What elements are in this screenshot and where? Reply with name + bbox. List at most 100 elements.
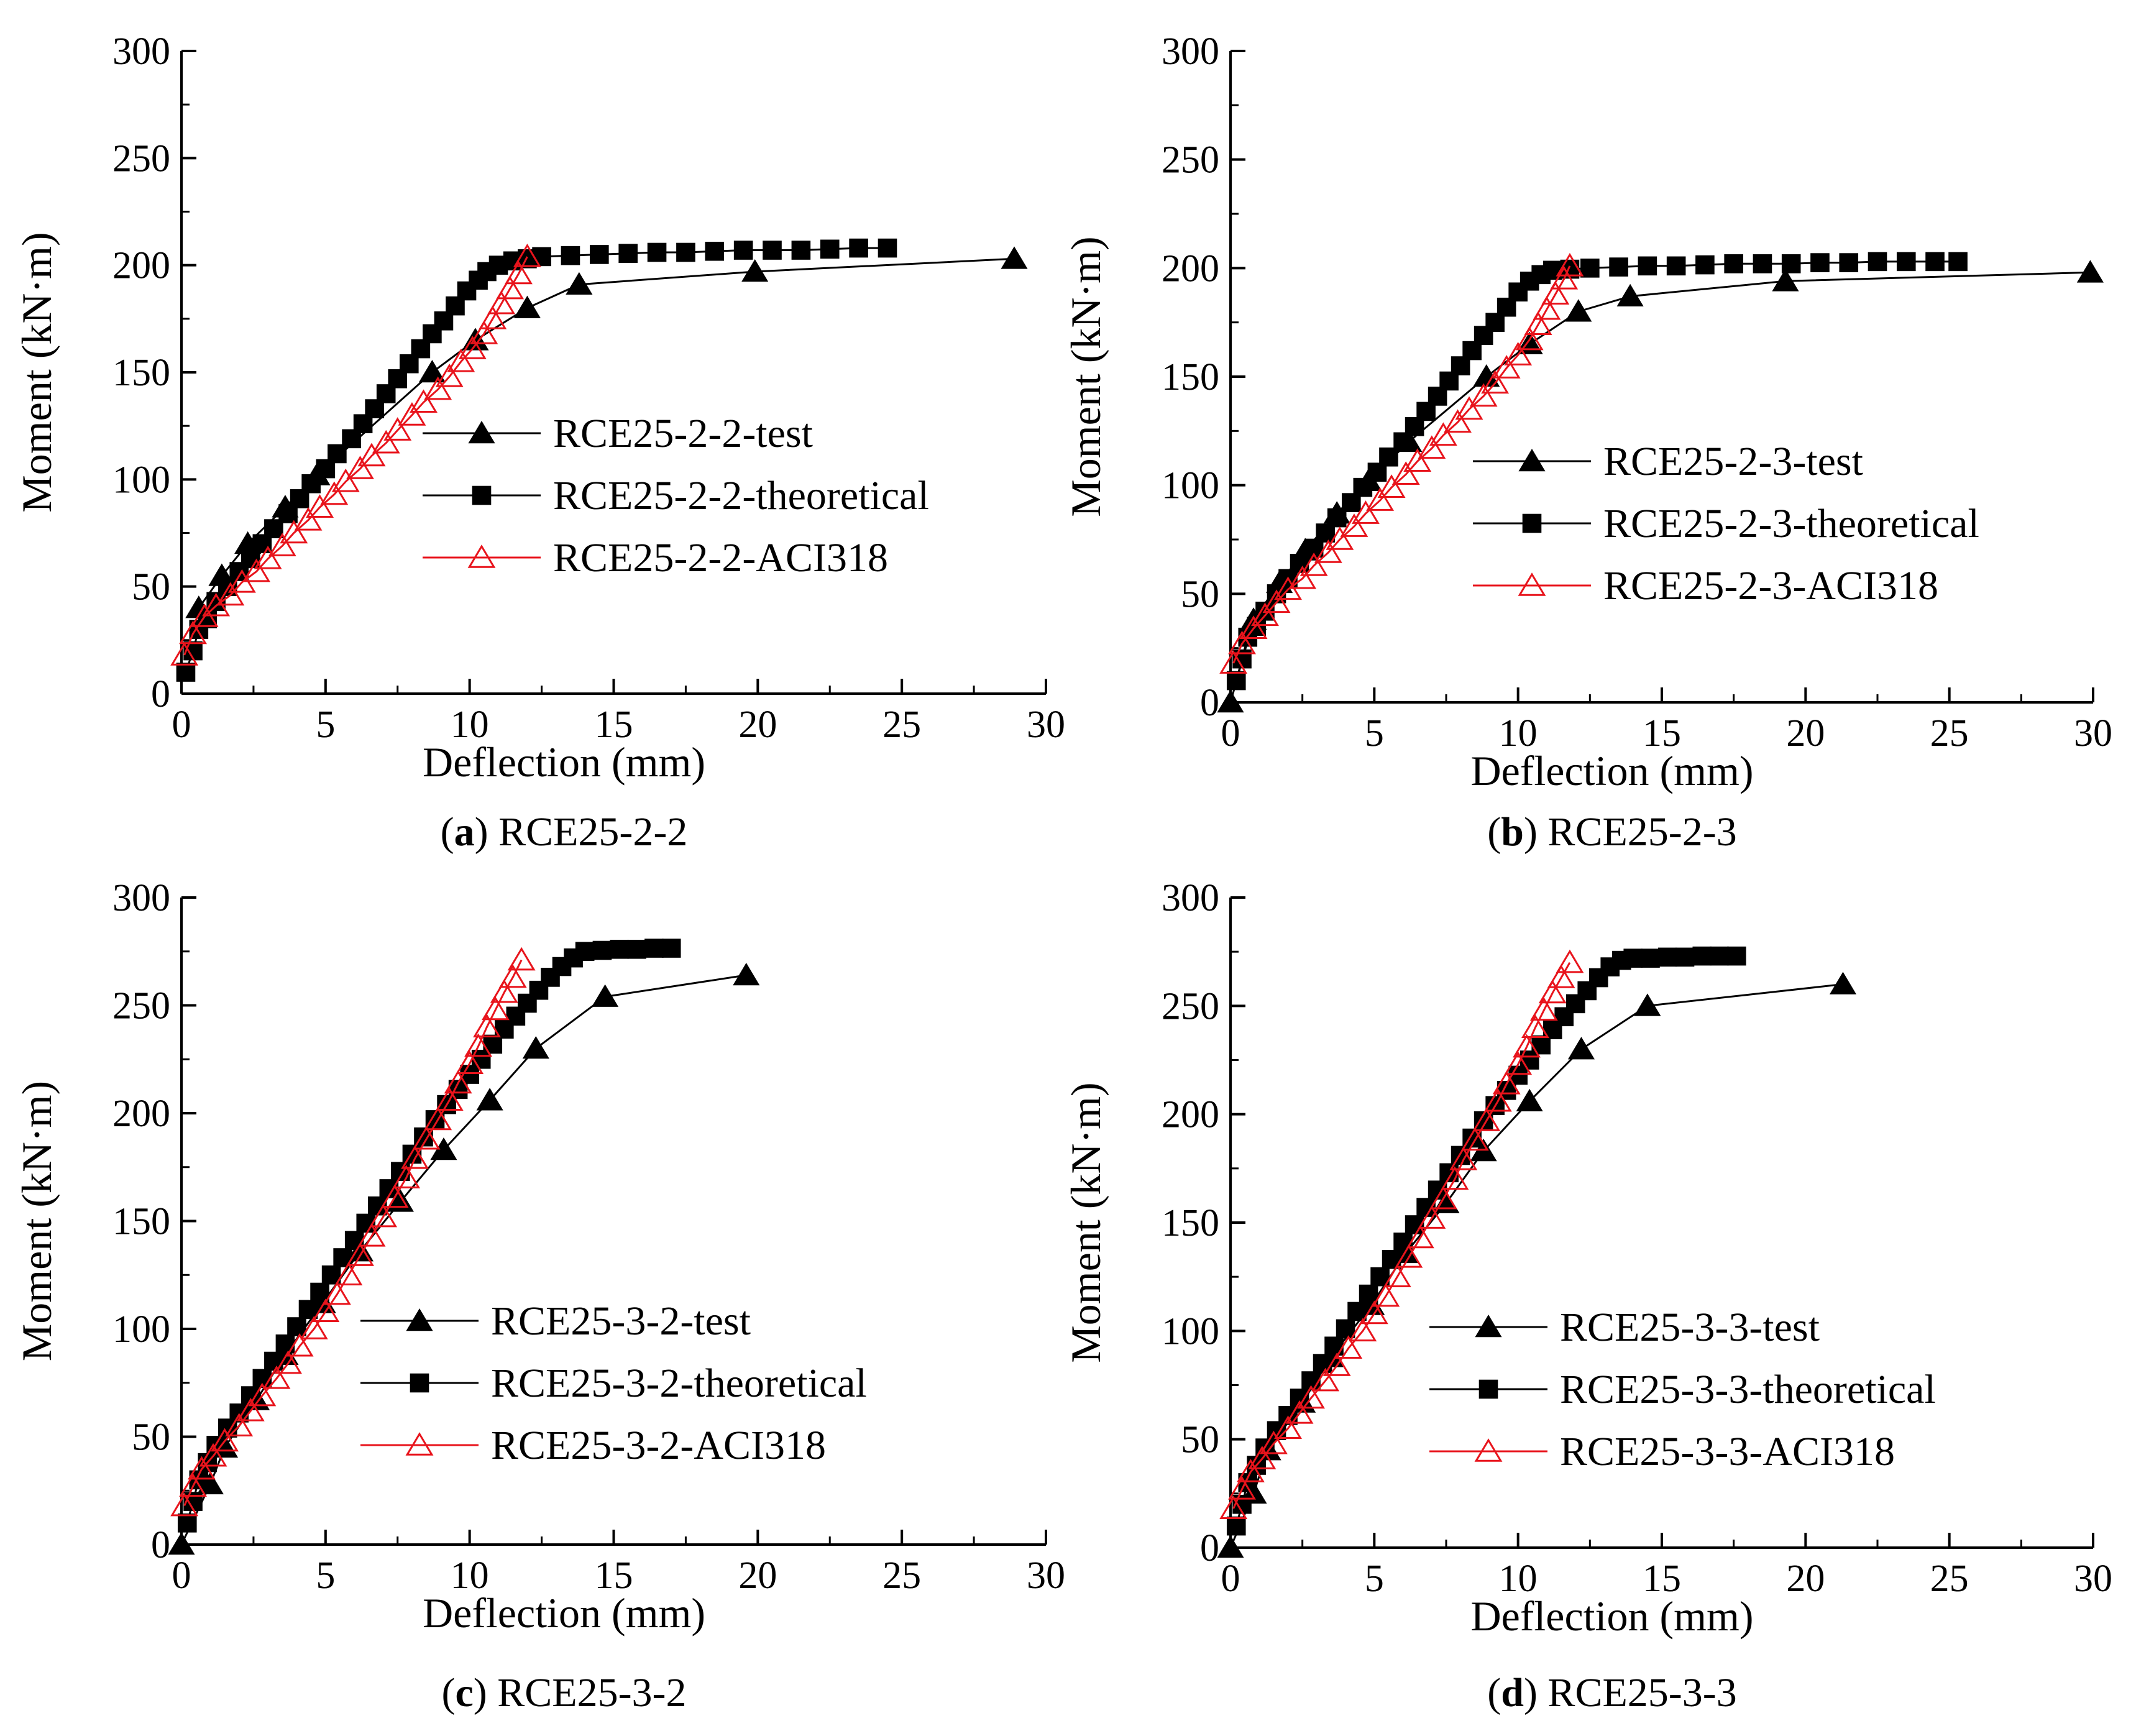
data-point bbox=[1616, 283, 1644, 307]
legend-label: RCE25-3-3-test bbox=[1560, 1305, 1820, 1350]
legend: RCE25-3-3-test RCE25-3-3-theoretical RCE25… bbox=[1429, 1305, 1936, 1474]
series-RCE25-2-3-ACI318 bbox=[1219, 252, 1584, 674]
data-point bbox=[311, 1298, 340, 1323]
data-point bbox=[298, 1300, 318, 1320]
x-tick-label: 10 bbox=[451, 704, 489, 746]
data-point bbox=[644, 939, 664, 958]
data-point bbox=[705, 241, 725, 261]
data-point bbox=[627, 939, 646, 959]
data-point bbox=[1259, 1430, 1288, 1454]
data-point bbox=[176, 663, 196, 682]
data-point bbox=[1948, 252, 1968, 272]
data-point bbox=[236, 1397, 265, 1421]
data-point bbox=[496, 275, 525, 300]
legend-marker bbox=[468, 421, 495, 444]
data-point bbox=[1288, 565, 1317, 589]
data-point bbox=[473, 1014, 501, 1037]
data-point bbox=[733, 241, 753, 260]
x-axis-title: Deflection (mm) bbox=[1470, 1592, 1753, 1640]
data-point bbox=[1366, 487, 1395, 511]
data-point bbox=[211, 1428, 239, 1452]
data-point bbox=[1226, 671, 1246, 691]
x-tick-label: 15 bbox=[1643, 1558, 1681, 1600]
data-point bbox=[412, 1126, 441, 1150]
data-point bbox=[1455, 396, 1483, 420]
legend-marker bbox=[1474, 1438, 1503, 1462]
data-point bbox=[410, 389, 438, 413]
data-point bbox=[1829, 971, 1857, 994]
y-axis-title: Moment (kN·m) bbox=[13, 232, 60, 512]
data-point bbox=[1567, 1037, 1595, 1060]
legend-marker bbox=[1475, 1315, 1502, 1338]
data-point bbox=[464, 1033, 493, 1057]
data-point bbox=[346, 456, 374, 479]
y-tick-label: 100 bbox=[1162, 1310, 1219, 1353]
data-point bbox=[1710, 946, 1729, 966]
data-point bbox=[300, 1316, 328, 1339]
data-point bbox=[1228, 1476, 1256, 1500]
data-point bbox=[1772, 269, 1799, 292]
legend-label: RCE25-3-2-ACI318 bbox=[491, 1423, 826, 1468]
data-point bbox=[1236, 1459, 1265, 1482]
data-point bbox=[1550, 265, 1579, 290]
panel-tag: a bbox=[454, 809, 475, 855]
data-point bbox=[1359, 1284, 1378, 1304]
data-point bbox=[357, 443, 386, 467]
data-point bbox=[1513, 1034, 1541, 1058]
legend-label: RCE25-3-2-test bbox=[491, 1298, 751, 1344]
series-line bbox=[1232, 265, 1571, 664]
data-point bbox=[1896, 252, 1916, 272]
data-point bbox=[561, 246, 580, 265]
y-tick-label: 100 bbox=[112, 459, 170, 501]
data-point bbox=[575, 942, 595, 962]
x-axis-title: Deflection (mm) bbox=[423, 1589, 705, 1637]
y-tick-label: 50 bbox=[1181, 1419, 1219, 1461]
data-point bbox=[1556, 252, 1584, 277]
data-point bbox=[1839, 253, 1859, 272]
legend-label: RCE25-3-2-theoretical bbox=[491, 1361, 867, 1406]
legend: RCE25-2-2-test RCE25-2-2-theoretical RCE25… bbox=[423, 411, 929, 581]
panel-caption-text: RCE25-2-2 bbox=[498, 809, 687, 855]
data-point bbox=[487, 290, 516, 315]
data-point bbox=[1429, 422, 1457, 446]
data-point bbox=[458, 336, 487, 359]
data-point bbox=[513, 243, 541, 267]
x-tick-label: 30 bbox=[2074, 1558, 2112, 1600]
data-point bbox=[1313, 1354, 1332, 1373]
legend-label: RCE25-3-3-ACI318 bbox=[1560, 1429, 1895, 1474]
y-tick-label: 0 bbox=[151, 673, 170, 715]
y-tick-label: 200 bbox=[112, 1093, 170, 1135]
data-point bbox=[225, 1413, 254, 1436]
data-point bbox=[1360, 1300, 1388, 1325]
data-point bbox=[398, 402, 426, 426]
data-point bbox=[610, 939, 630, 959]
y-tick-label: 50 bbox=[132, 566, 170, 609]
data-point bbox=[481, 996, 510, 1021]
x-tick-label: 30 bbox=[1027, 704, 1065, 746]
data-point bbox=[294, 507, 323, 531]
data-point bbox=[1492, 1070, 1521, 1095]
data-point bbox=[280, 520, 308, 544]
x-tick-label: 15 bbox=[595, 704, 633, 746]
data-point bbox=[522, 1036, 549, 1059]
data-point bbox=[1299, 552, 1328, 576]
data-point bbox=[1692, 946, 1712, 966]
data-point bbox=[401, 1145, 429, 1169]
data-point bbox=[1521, 1014, 1549, 1038]
data-point bbox=[741, 259, 769, 282]
data-point bbox=[287, 1317, 306, 1336]
data-point bbox=[1538, 980, 1567, 1004]
data-point bbox=[323, 1281, 351, 1305]
data-point bbox=[1666, 256, 1686, 276]
legend-marker bbox=[1518, 572, 1546, 596]
data-point bbox=[1403, 448, 1432, 472]
data-point bbox=[1533, 296, 1561, 320]
panel-caption: (b) RCE25-2-3 bbox=[1487, 809, 1737, 855]
data-point bbox=[1472, 1108, 1501, 1131]
y-tick-label: 0 bbox=[1200, 682, 1219, 724]
data-point bbox=[275, 1334, 295, 1354]
x-tick-label: 20 bbox=[738, 704, 777, 746]
data-point bbox=[369, 1203, 398, 1228]
data-point bbox=[331, 468, 360, 492]
